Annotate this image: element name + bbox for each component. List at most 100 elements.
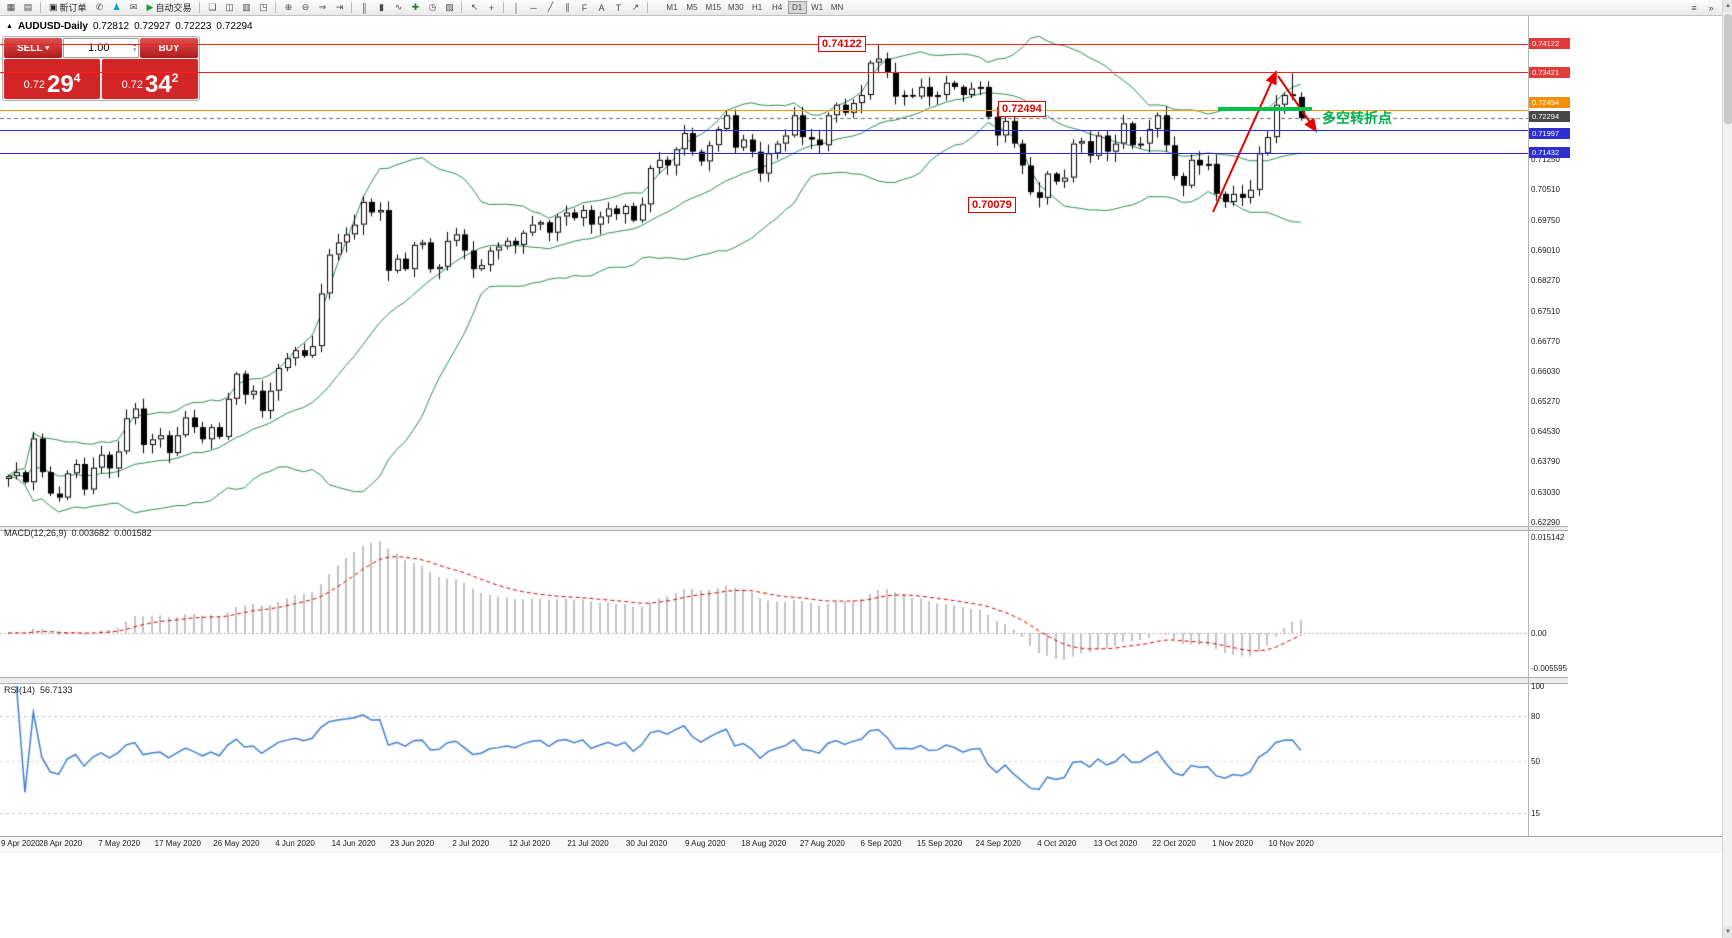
sell-price-base: 0.72 xyxy=(23,79,46,91)
timeframe-button-M1[interactable]: M1 xyxy=(666,3,678,12)
price-annotation-label[interactable]: 0.72494 xyxy=(998,101,1046,117)
date-axis-label: 6 Sep 2020 xyxy=(860,839,902,848)
timeframe-button-M5[interactable]: M5 xyxy=(686,3,698,12)
timeframe-button-H1[interactable]: H1 xyxy=(751,3,763,12)
chart-shift-icon[interactable]: ⇥ xyxy=(335,2,344,12)
autotrade-button[interactable]: ▶ 自动交易 xyxy=(143,1,196,14)
fibonacci-icon[interactable]: F xyxy=(581,2,588,13)
date-axis-label: 21 Jul 2020 xyxy=(567,839,609,848)
price-annotation-label[interactable]: 0.70079 xyxy=(968,197,1016,213)
timeframe-button-D1[interactable]: D1 xyxy=(787,1,807,14)
horizontal-line-object[interactable] xyxy=(0,153,1528,154)
price-annotation-label[interactable]: 0.74122 xyxy=(818,36,866,52)
date-axis-label: 18 Aug 2020 xyxy=(741,839,787,848)
sell-order-button[interactable]: SELL ▾ xyxy=(4,38,62,58)
macd-panel-canvas[interactable] xyxy=(0,531,1528,677)
mail-icon[interactable]: ✉ xyxy=(129,2,138,12)
buy-order-button[interactable]: BUY xyxy=(140,38,198,58)
cascade-windows-icon[interactable]: ❏ xyxy=(208,2,217,12)
community-icon[interactable]: ♟ xyxy=(112,2,121,12)
zoom-in-icon[interactable]: ⊕ xyxy=(284,2,293,12)
new-order-button-label: 新订单 xyxy=(59,3,87,13)
ohlc-close: 0.72294 xyxy=(216,21,253,32)
vertical-scrollbar[interactable]: ▲ ▼ xyxy=(1722,0,1732,938)
date-axis-label: 4 Jun 2020 xyxy=(275,839,315,848)
sell-price-frac: 4 xyxy=(73,71,81,85)
periods-icon[interactable]: ◷ xyxy=(428,2,437,12)
tile-vertically-icon[interactable]: ▥ xyxy=(242,2,251,12)
autotrade-button-label: 自动交易 xyxy=(155,3,192,13)
channel-icon[interactable]: ∥ xyxy=(565,2,570,12)
date-axis-label: 24 Sep 2020 xyxy=(975,839,1021,848)
price-scale-badge: 0.73421 xyxy=(1529,66,1570,78)
buy-button-label: BUY xyxy=(158,42,180,54)
timeframe-button-M15[interactable]: M15 xyxy=(705,3,722,12)
price-chart-canvas[interactable] xyxy=(0,16,1528,526)
text-icon[interactable]: A xyxy=(598,2,605,13)
date-axis-label: 14 Jun 2020 xyxy=(331,839,376,848)
sell-quote-button[interactable]: 0.72 29 4 xyxy=(4,59,100,99)
date-axis-label: 27 Aug 2020 xyxy=(799,839,845,848)
date-axis-label: 2 Jul 2020 xyxy=(452,839,490,848)
horizontal-line-object[interactable] xyxy=(0,44,1528,45)
date-axis-label: 12 Jul 2020 xyxy=(508,839,551,848)
candlestick-chart-icon[interactable]: ▮ xyxy=(378,2,384,12)
horizontal-line-object[interactable] xyxy=(0,72,1528,73)
timeframe-button-MN[interactable]: MN xyxy=(830,3,844,12)
price-scale-border xyxy=(1528,16,1529,852)
vertical-line-icon[interactable]: │ xyxy=(513,2,520,13)
autotrade-play-icon: ▶ xyxy=(146,2,154,12)
toolbar-options-icon[interactable]: ≡ xyxy=(1691,2,1697,13)
scrollbar-thumb[interactable] xyxy=(1724,14,1732,124)
time-axis[interactable] xyxy=(0,836,1722,853)
chart-profiles-icon[interactable]: ▤ xyxy=(23,2,33,12)
zoom-out-icon[interactable]: ⊖ xyxy=(301,2,310,12)
date-axis-label: 28 Apr 2020 xyxy=(39,839,83,848)
rsi-scale-label: 100 xyxy=(1531,682,1545,691)
indicators-icon[interactable]: ✚ xyxy=(411,2,420,12)
arrow-tool-icon[interactable]: ↗ xyxy=(631,2,640,12)
buy-price-pips: 34 xyxy=(145,71,172,99)
templates-icon[interactable]: ▨ xyxy=(445,2,454,12)
scroll-up-icon[interactable]: ▲ xyxy=(1723,0,1732,12)
tile-horizontally-icon[interactable]: ◫ xyxy=(225,2,234,12)
price-scale-badge: 0.74122 xyxy=(1529,38,1570,50)
toolbar-separator xyxy=(275,2,277,13)
arrange-icons-icon[interactable]: ◳ xyxy=(259,2,268,12)
cursor-icon[interactable]: ↖ xyxy=(470,2,479,12)
macd-scale-label: -0.005595 xyxy=(1531,664,1568,674)
rsi-value: 56.7133 xyxy=(40,685,73,695)
spinner-down-icon[interactable]: ▾ xyxy=(133,47,136,53)
volume-input[interactable] xyxy=(64,42,134,54)
label-icon[interactable]: T xyxy=(615,2,622,13)
bar-chart-icon[interactable]: ║ xyxy=(361,2,368,13)
timeframe-button-H4[interactable]: H4 xyxy=(771,3,783,12)
scroll-down-icon[interactable]: ▼ xyxy=(1723,926,1732,938)
rsi-panel-splitter[interactable] xyxy=(0,677,1568,684)
horizontal-line-icon[interactable]: ─ xyxy=(530,2,537,13)
trendline-icon[interactable]: ╱ xyxy=(547,2,554,12)
date-axis-label: 4 Oct 2020 xyxy=(1037,839,1077,848)
turning-point-line[interactable] xyxy=(1218,107,1312,111)
timeframe-button-M30[interactable]: M30 xyxy=(728,3,744,12)
horizontal-line-object[interactable] xyxy=(0,130,1528,131)
volume-spinner[interactable]: ▴ ▾ xyxy=(133,43,138,53)
line-chart-icon[interactable]: ∿ xyxy=(394,2,403,12)
rsi-panel-canvas[interactable] xyxy=(0,684,1528,835)
horizontal-line-object[interactable] xyxy=(0,110,1528,111)
new-chart-icon[interactable]: ▦ xyxy=(6,2,16,12)
auto-scroll-icon[interactable]: ⇒ xyxy=(318,2,327,12)
ohlc-open: 0.72812 xyxy=(92,21,130,32)
crosshair-icon[interactable]: + xyxy=(488,2,495,13)
timeframe-button-W1[interactable]: W1 xyxy=(811,3,824,12)
new-order-button[interactable]: ▣ 新订单 xyxy=(45,1,91,14)
price-scale-label: 0.66770 xyxy=(1531,336,1560,346)
support-icon[interactable]: ✆ xyxy=(95,2,104,12)
spinner-up-icon[interactable]: ▴ xyxy=(133,42,136,48)
price-scale-label: 0.68270 xyxy=(1531,275,1560,285)
buy-quote-button[interactable]: 0.72 34 2 xyxy=(102,59,198,99)
macd-panel-splitter[interactable] xyxy=(0,526,1568,531)
toolbar-more-icon[interactable]: » xyxy=(1708,2,1714,13)
macd-signal-value: 0.001582 xyxy=(114,528,152,538)
date-axis-label: 15 Sep 2020 xyxy=(916,839,963,848)
